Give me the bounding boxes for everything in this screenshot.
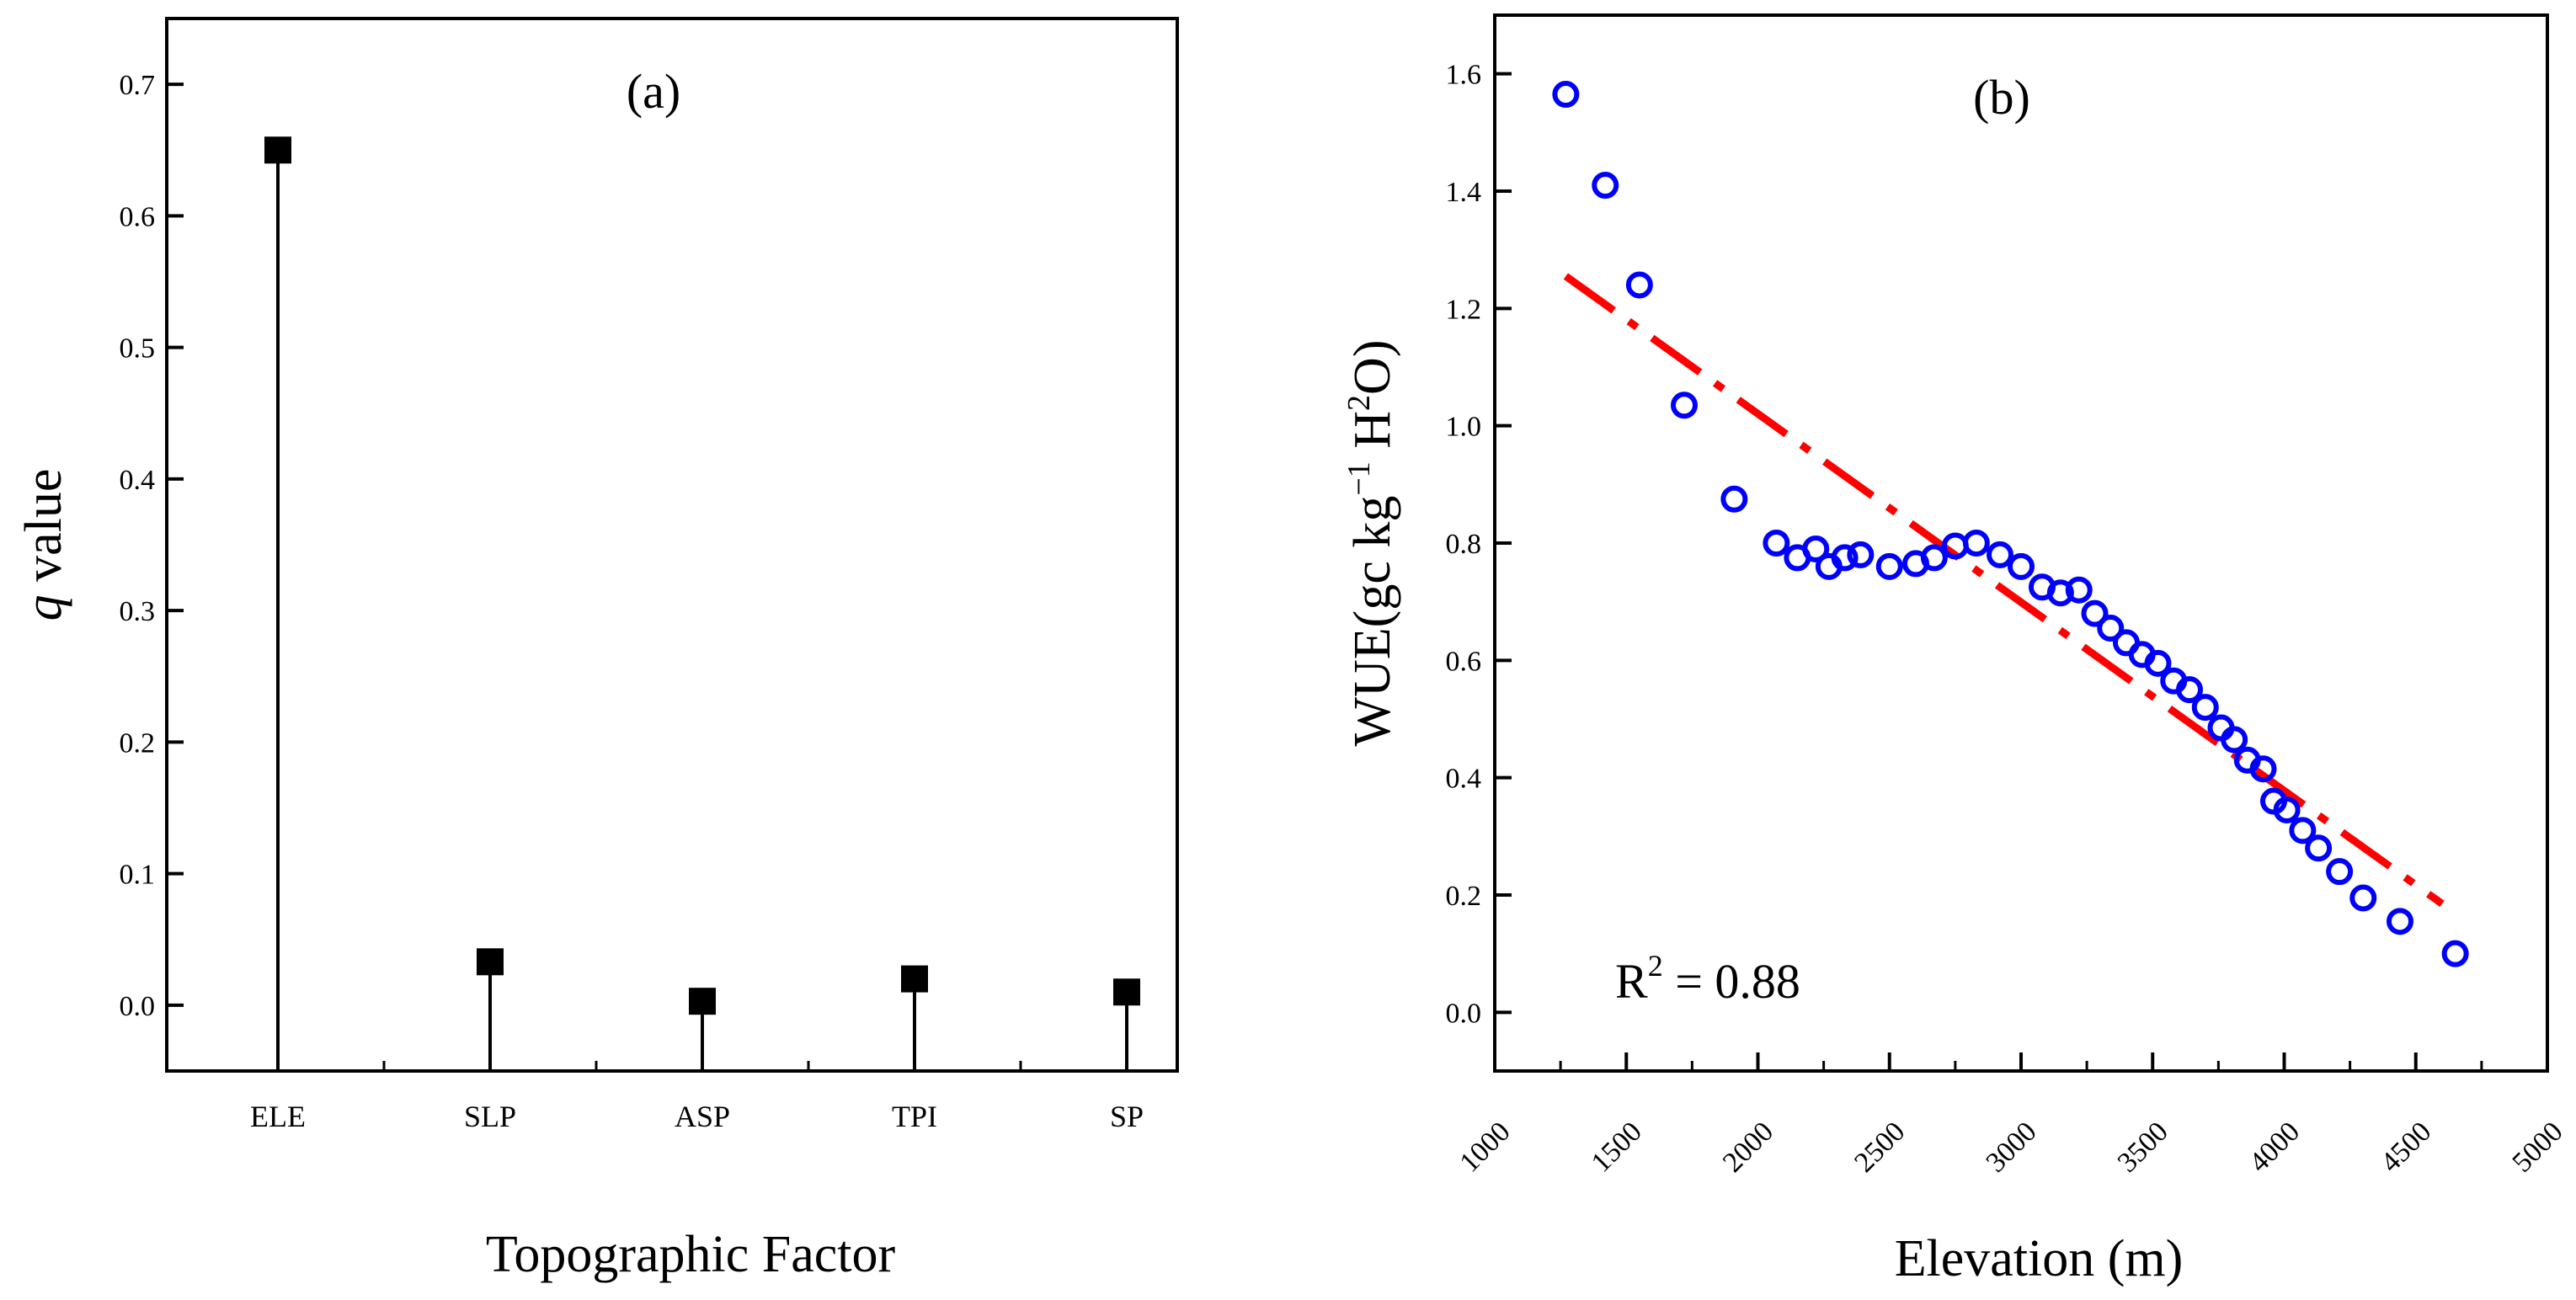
scatter-point [1802,535,1830,562]
panel-b-points [1552,81,2469,967]
scatter-point [2441,940,2469,967]
panel-b-x-axis-title: Elevation (m) [1895,1230,2184,1287]
scatter-point [1831,544,1859,572]
panel-b-x-tick-label: 2000 [1717,1116,1779,1178]
panel-b-y-tick-label: 1.6 [1446,60,1482,91]
scatter-point [2191,694,2219,722]
scatter-point [2008,552,2035,580]
panel-a-y-tick-label: 0.2 [120,727,156,759]
panel-b-x-tick-label: 3500 [2112,1116,2174,1178]
panel-a-stem-chart: 0.00.10.20.30.40.50.60.7 ELE SLP ASP TPI SP … [15,17,1179,1283]
scatter-point [2065,576,2093,604]
panel-b-x-tick-label: 2500 [1848,1116,1911,1178]
scatter-point [2176,676,2203,704]
panel-a-y-tick-label: 0.0 [120,991,156,1022]
scatter-point [1671,392,1698,419]
panel-b-y-axis-title-end: O) [1344,340,1401,395]
panel-b-y-tick-label: 0.8 [1446,529,1482,560]
panel-b-x-tick-label: 3000 [1980,1116,2042,1178]
panel-a-y-ticks: 0.0 0.1 0.2 0.3 0.4 0.5 0.6 0.7 [120,70,184,1022]
scatter-point [1847,541,1875,568]
panel-b-y-tick-label: 1.4 [1446,177,1482,208]
panel-b-y-ticks: 0.0 0.2 0.4 0.6 0.8 1.0 1.2 1.4 1.6 [1446,60,1512,1029]
r-squared-sup: 2 [1648,949,1663,983]
fit-line [1563,273,2445,908]
panel-b-plot-frame [1493,13,2549,1073]
scatter-point [1763,530,1790,557]
scatter-point [2387,908,2413,935]
panel-a-y-tick-label: 0.1 [120,860,156,891]
panel-b-y-axis-title: WUE(gc kg−1 H2O) [1341,340,1401,747]
scatter-point [1552,81,1580,109]
panel-a-marker [264,136,291,164]
panel-b-fit [1563,273,2445,908]
panel-a-x-axis-title: Topographic Factor [486,1226,896,1283]
panel-b-y-axis-title-sup1: −1 [1341,461,1377,495]
panel-b-y-axis-title-main: WUE(gc kg [1344,496,1401,747]
scatter-point [2221,726,2248,754]
panel-a-y-tick-label: 0.4 [120,465,156,496]
panel-b-x-tick-label: 1500 [1586,1116,1648,1178]
panel-b-x-tick-label: 1000 [1453,1116,1516,1178]
panel-a-marker [1113,978,1140,1006]
r-squared-annotation: R2 = 0.88 [1615,949,1800,1009]
panel-a-category-label: TPI [892,1100,937,1133]
panel-a-stems [264,136,1140,1071]
scatter-point [2046,579,2074,607]
panel-b-y-tick-label: 0.4 [1446,764,1482,795]
r-squared-base: R [1615,954,1648,1009]
scatter-point [2249,755,2277,783]
panel-a-marker [689,988,716,1015]
scatter-point [2326,858,2354,886]
scatter-point [1720,485,1748,513]
panel-a-category-label: SP [1110,1100,1144,1133]
panel-b-y-tick-label: 1.0 [1446,412,1482,443]
scatter-point [2289,817,2317,844]
scatter-point [2273,796,2301,823]
panel-b-y-axis-title-mid: H [1344,411,1401,461]
panel-a-marker [901,965,928,993]
panel-b-x-tick-label: 4000 [2243,1116,2306,1178]
scatter-point [2305,834,2333,862]
panel-a-marker [477,948,504,976]
panel-a-category-label: SLP [464,1100,516,1133]
panel-a-y-tick-label: 0.6 [120,201,156,232]
scatter-point [1920,544,1948,572]
scatter-point [1625,271,1653,299]
scatter-point [1962,530,1990,557]
r-squared-rest: = 0.88 [1663,954,1800,1009]
panel-a-plot-frame [165,17,1179,1073]
panel-a-y-axis-title-italic: q [15,594,72,621]
panel-b-y-tick-label: 0.0 [1446,998,1482,1029]
panel-b-x-tick-label: 5000 [2506,1116,2568,1178]
panel-a-category-label: ASP [675,1100,730,1133]
panel-a-y-tick-label: 0.3 [120,596,156,627]
panel-a-y-tick-label: 0.5 [120,333,156,365]
panel-b-scatter-chart: 0.0 0.2 0.4 0.6 0.8 1.0 1.2 1.4 1.6 1000 1500 2000… [1341,13,2569,1287]
panel-a-y-axis-title-rest: value [15,469,72,595]
panel-a-y-axis-title: q value [15,469,72,621]
scatter-point [2081,599,2109,627]
scatter-point [2097,615,2125,642]
panel-b-y-tick-label: 0.2 [1446,881,1482,912]
scatter-point [2144,649,2172,677]
panel-b-x-tick-label: 4500 [2375,1116,2437,1178]
panel-a-category-label: ELE [250,1100,306,1133]
scatter-point [1875,552,1903,580]
panel-a-x-ticks: ELE SLP ASP TPI SP [250,1052,1144,1133]
panel-b-y-tick-label: 0.6 [1446,646,1482,677]
scatter-point [1592,172,1619,200]
panel-b-y-axis-title-sup2: 2 [1341,395,1377,411]
scatter-point [2349,884,2377,912]
scatter-point [1987,541,2013,568]
panel-a-label: (a) [627,64,680,119]
panel-a-y-tick-label: 0.7 [120,70,156,101]
panel-b-y-tick-label: 1.2 [1446,294,1482,325]
panel-b-label: (b) [1973,70,2030,125]
